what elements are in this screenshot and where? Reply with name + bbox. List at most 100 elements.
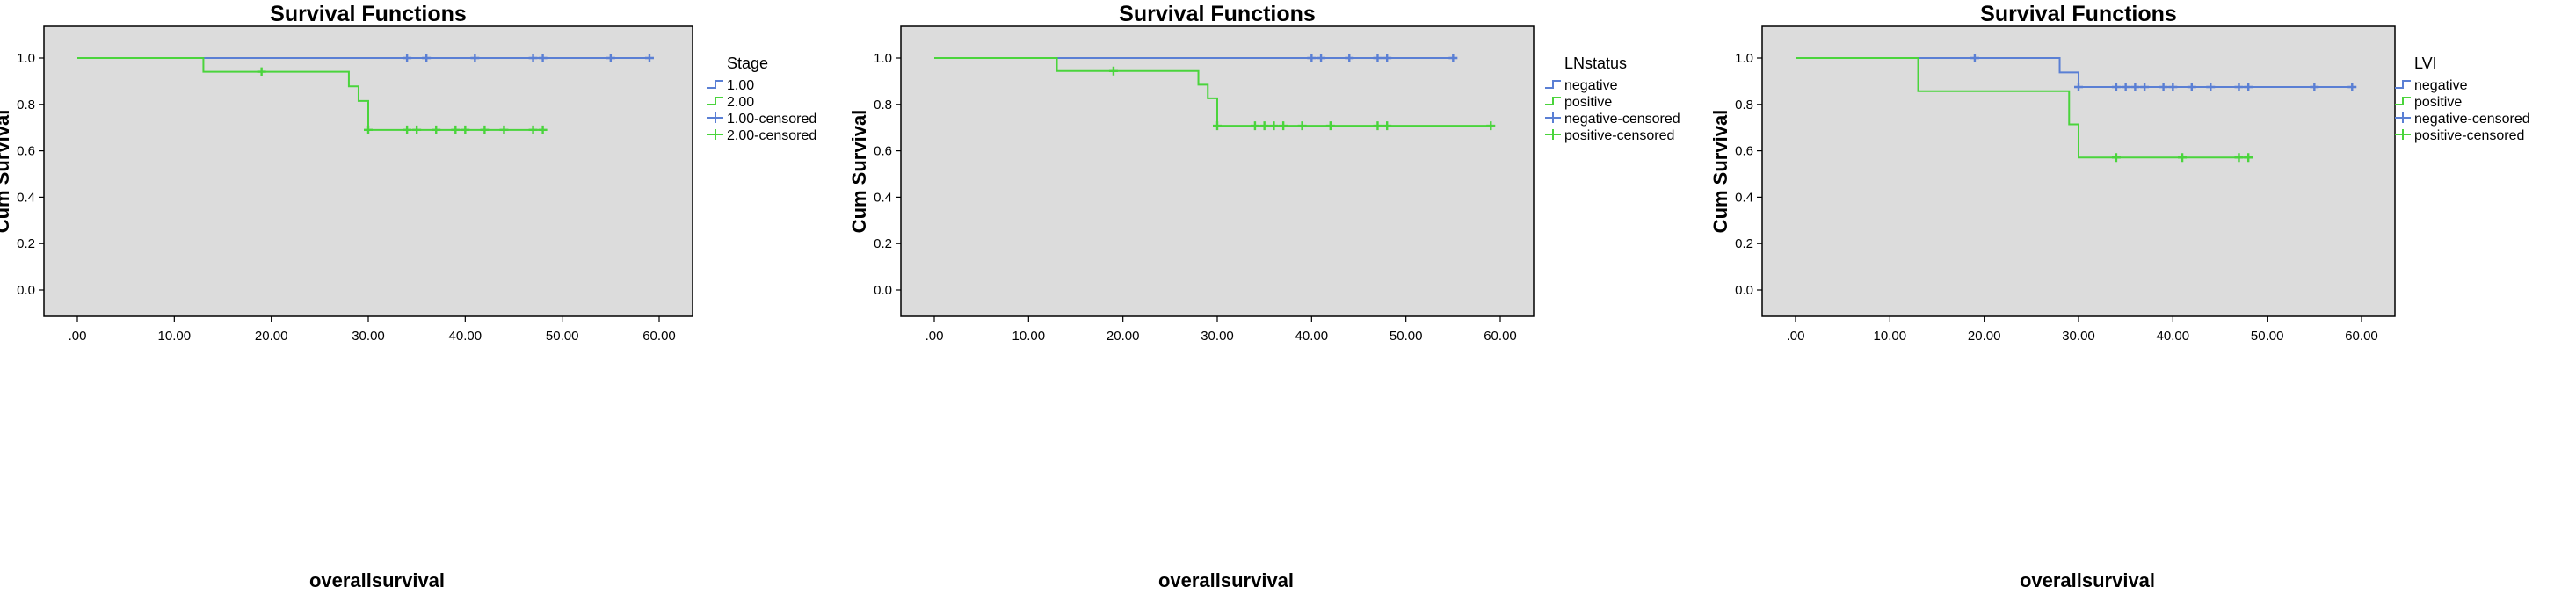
y-tick-label: 0.4 bbox=[874, 190, 892, 205]
legend-line-swatch bbox=[2395, 97, 2411, 105]
legend-title: LNstatus bbox=[1564, 54, 1627, 72]
plot-area bbox=[900, 25, 1535, 317]
y-axis-label: Cum Survival bbox=[1709, 110, 1731, 234]
x-tick-label: 10.00 bbox=[158, 329, 192, 344]
censor-mark-series-1 bbox=[2244, 83, 2253, 91]
y-axis-label: Cum Survival bbox=[848, 110, 870, 234]
plot-area bbox=[1761, 25, 2396, 317]
censor-mark-series-2 bbox=[538, 125, 548, 134]
legend-line-swatch bbox=[707, 97, 723, 105]
censor-mark-series-2 bbox=[2111, 153, 2121, 163]
y-tick-label: 0.2 bbox=[17, 236, 35, 251]
legend-entry-label: negative-censored bbox=[1564, 112, 1680, 127]
censor-mark-series-2 bbox=[1382, 121, 1392, 131]
censor-mark-series-1 bbox=[1317, 54, 1326, 62]
censor-mark-series-2 bbox=[432, 125, 441, 134]
legend: LVI negative positive negative-censoredposi… bbox=[2395, 54, 2530, 143]
censor-mark-series-1 bbox=[538, 54, 548, 62]
censor-mark-series-2 bbox=[451, 125, 461, 134]
y-tick-label: 0.6 bbox=[874, 144, 892, 159]
y-tick-label: 0.0 bbox=[1735, 283, 1753, 298]
y-tick-label: 1.0 bbox=[874, 51, 892, 66]
censor-mark-series-2 bbox=[1259, 121, 1269, 131]
censor-mark-series-2 bbox=[257, 67, 266, 76]
x-tick-label: 20.00 bbox=[1968, 329, 2001, 344]
chart-panel-1: Survival Functions 0.0 0.2 0.4 0.6 0.8 1.0 .00 1… bbox=[0, 2, 816, 591]
censor-mark-series-1 bbox=[470, 54, 480, 62]
censor-mark-series-1 bbox=[1307, 54, 1317, 62]
censor-mark-series-2 bbox=[1486, 121, 1496, 131]
censor-mark-series-1 bbox=[2310, 83, 2319, 91]
censor-mark-series-1 bbox=[1345, 54, 1354, 62]
x-tick-label: 30.00 bbox=[352, 329, 385, 344]
y-tick-label: 0.8 bbox=[1735, 98, 1753, 112]
x-tick-label: 40.00 bbox=[1295, 329, 1329, 344]
censor-mark-series-2 bbox=[1213, 121, 1222, 131]
legend-entry-label: negative bbox=[1564, 78, 1618, 93]
censor-mark-series-2 bbox=[1325, 121, 1335, 131]
censor-mark-series-2 bbox=[2178, 153, 2188, 163]
y-tick-label: 0.0 bbox=[874, 283, 892, 298]
legend-entry-label: 2.00 bbox=[727, 95, 754, 110]
legend-line-swatch bbox=[2395, 80, 2411, 89]
survival-curve-series-2 bbox=[77, 57, 543, 131]
y-tick-label: 0.6 bbox=[1735, 144, 1753, 159]
censor-mark-series-2 bbox=[412, 125, 422, 134]
x-tick-label: 50.00 bbox=[546, 329, 579, 344]
legend-line-swatch bbox=[1545, 80, 1561, 89]
censor-mark-series-2 bbox=[1279, 121, 1288, 131]
y-tick-label: 0.0 bbox=[17, 283, 35, 298]
legend-entry-label: positive-censored bbox=[1564, 128, 1674, 143]
legend-censor-swatch bbox=[1545, 129, 1561, 140]
censor-mark-series-2 bbox=[2244, 153, 2253, 163]
legend-entry-label: positive-censored bbox=[2414, 128, 2524, 143]
censor-mark-series-1 bbox=[644, 54, 654, 62]
censor-mark-series-2 bbox=[364, 125, 373, 134]
censor-mark-series-1 bbox=[422, 54, 432, 62]
x-tick-label: 50.00 bbox=[1390, 329, 1423, 344]
x-tick-label: 60.00 bbox=[642, 329, 676, 344]
censor-mark-series-2 bbox=[1269, 121, 1279, 131]
censor-mark-series-2 bbox=[461, 125, 470, 134]
x-tick-label: 40.00 bbox=[449, 329, 483, 344]
censor-mark-series-2 bbox=[499, 125, 509, 134]
censor-mark-series-1 bbox=[2168, 83, 2178, 91]
censor-mark-series-2 bbox=[1373, 121, 1382, 131]
censor-mark-series-1 bbox=[403, 54, 412, 62]
censor-mark-series-1 bbox=[2159, 83, 2168, 91]
x-tick-label: 40.00 bbox=[2157, 329, 2190, 344]
x-tick-label: .00 bbox=[1787, 329, 1805, 344]
y-tick-label: 1.0 bbox=[17, 51, 35, 66]
censor-mark-series-2 bbox=[528, 125, 538, 134]
censor-mark-series-2 bbox=[403, 125, 412, 134]
legend-title: LVI bbox=[2414, 54, 2437, 72]
censor-mark-series-1 bbox=[2074, 83, 2083, 91]
chart-title: Survival Functions bbox=[270, 2, 467, 26]
chart-title: Survival Functions bbox=[1119, 2, 1316, 26]
censor-mark-series-1 bbox=[1448, 54, 1458, 62]
x-tick-label: 20.00 bbox=[255, 329, 288, 344]
legend-censor-swatch bbox=[2395, 129, 2411, 140]
censor-mark-series-1 bbox=[2130, 83, 2140, 91]
censor-mark-series-1 bbox=[1970, 54, 1979, 62]
legend-entry-label: negative-censored bbox=[2414, 112, 2530, 127]
censor-mark-series-2 bbox=[480, 125, 490, 134]
censor-mark-series-1 bbox=[2121, 83, 2130, 91]
x-tick-label: 10.00 bbox=[1012, 329, 1046, 344]
y-tick-label: 0.2 bbox=[1735, 236, 1753, 251]
x-tick-label: 60.00 bbox=[2345, 329, 2378, 344]
chart-title: Survival Functions bbox=[1980, 2, 2177, 26]
x-tick-label: 10.00 bbox=[1874, 329, 1907, 344]
x-tick-label: 20.00 bbox=[1107, 329, 1140, 344]
censor-mark-series-2 bbox=[2234, 153, 2244, 163]
y-tick-label: 0.4 bbox=[17, 190, 35, 205]
legend-censor-swatch bbox=[707, 129, 723, 140]
legend-entry-label: 1.00 bbox=[727, 78, 754, 93]
censor-mark-series-1 bbox=[2234, 83, 2244, 91]
y-axis-label: Cum Survival bbox=[0, 110, 13, 234]
censor-mark-series-2 bbox=[1297, 121, 1307, 131]
y-tick-label: 0.4 bbox=[1735, 190, 1753, 205]
